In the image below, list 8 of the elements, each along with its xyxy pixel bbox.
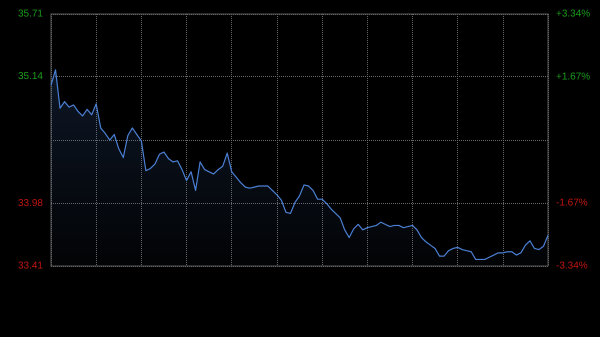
y-tick-label: 33.41 xyxy=(18,260,44,272)
y-tick-label: 33.98 xyxy=(18,198,44,210)
y-tick-label: 35.71 xyxy=(18,8,44,20)
y2-tick-label: -3.34% xyxy=(556,260,588,272)
y-tick-label: 35.14 xyxy=(18,70,44,82)
y2-tick-label: +1.67% xyxy=(556,72,590,82)
y2-tick-label: -1.67% xyxy=(556,198,588,208)
y2-tick-label: +3.34% xyxy=(556,8,590,20)
